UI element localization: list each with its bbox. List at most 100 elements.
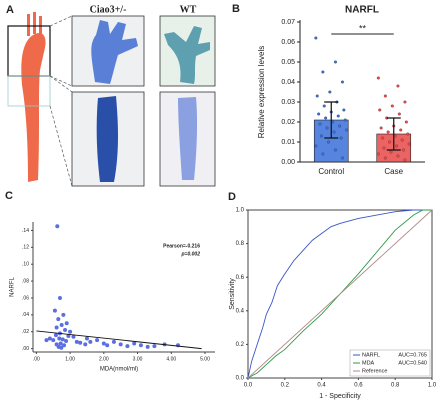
data-point (63, 328, 68, 333)
data-point (326, 140, 330, 144)
tissue-photos (71, 15, 216, 187)
data-point (314, 36, 318, 40)
data-point (64, 339, 69, 344)
y-tick-label: 0.4 (236, 308, 245, 314)
data-point (315, 94, 319, 98)
panel-label: B (232, 3, 240, 15)
data-point (314, 144, 318, 148)
x-tick-label: 0.0 (244, 383, 253, 389)
roc-curve (247, 209, 433, 379)
bar (313, 119, 349, 163)
annotation: p=0.002 (181, 251, 201, 257)
data-point (376, 76, 380, 80)
data-point (57, 336, 62, 341)
data-point (381, 136, 385, 140)
data-point (125, 344, 130, 349)
legend-auc: AUC=0.540 (398, 360, 427, 366)
significance-label: ** (359, 23, 367, 33)
y-tick-label: .14 (22, 228, 29, 234)
connector-lines (49, 15, 73, 187)
legend-box (349, 349, 431, 377)
data-point (342, 108, 346, 112)
data-point (52, 308, 57, 313)
data-point (105, 343, 110, 348)
data-point (60, 337, 65, 342)
data-point (382, 146, 386, 150)
y-tick-label: 0.04 (281, 79, 295, 86)
data-point (406, 132, 410, 136)
legend-label: NARFL (362, 352, 380, 358)
error-bar (386, 117, 401, 151)
data-point (396, 84, 400, 88)
legend-label: Reference (362, 368, 387, 374)
x-tick-label: 0.8 (391, 383, 400, 389)
data-point (88, 339, 93, 344)
x-tick-label: 5.00 (200, 356, 210, 362)
plot-frame (247, 209, 433, 379)
x-tick-label: 1.00 (65, 356, 75, 362)
y-tick-label: 0.00 (281, 159, 295, 166)
y-tick-label: .00 (22, 346, 29, 352)
data-point (340, 80, 344, 84)
y-tick-label: 0.03 (281, 99, 295, 106)
x-axis-label: 1 - Specificity (319, 393, 361, 400)
data-point (54, 325, 59, 330)
y-tick-label: 0.05 (281, 59, 295, 66)
data-point (319, 134, 323, 138)
x-tick-label: 2.00 (99, 356, 109, 362)
data-point (68, 329, 73, 334)
y-tick-label: .10 (22, 262, 29, 268)
roc-curve (247, 209, 432, 379)
y-tick-label: 0.8 (236, 241, 245, 247)
data-point (402, 148, 406, 152)
y-axis-label: Relative expression levels (257, 46, 266, 139)
data-point (321, 70, 325, 74)
panel-label: A (6, 4, 14, 16)
data-point (57, 295, 62, 300)
data-point (44, 338, 49, 343)
y-tick-label: 0.01 (281, 139, 295, 146)
data-point (325, 126, 329, 130)
photo-label: WT (180, 4, 197, 15)
data-point (338, 124, 342, 128)
x-tick-label: 4.00 (166, 356, 176, 362)
data-point (53, 333, 58, 338)
data-point (397, 112, 401, 116)
y-tick-label: 0.6 (236, 275, 245, 281)
data-point (383, 156, 387, 160)
data-point (64, 321, 69, 326)
panel-label: C (5, 190, 13, 202)
data-point (132, 341, 137, 346)
data-point (404, 120, 408, 124)
data-point (321, 152, 325, 156)
x-tick-label: 0.6 (354, 383, 363, 389)
data-point (378, 108, 382, 112)
y-tick-label: .12 (22, 245, 29, 251)
y-tick-label: 0.06 (281, 39, 295, 46)
y-tick-label: .08 (22, 278, 29, 284)
y-tick-label: 0.2 (236, 342, 245, 348)
data-point (47, 336, 52, 341)
data-point (101, 341, 106, 346)
panel-label: D (228, 191, 236, 203)
y-tick-label: 0.07 (281, 19, 295, 26)
data-point (332, 130, 336, 134)
x-tick-label: 0.4 (317, 383, 326, 389)
data-point (138, 343, 143, 348)
data-point (336, 114, 340, 118)
data-point (333, 60, 337, 64)
data-point (386, 130, 390, 134)
data-point (343, 118, 347, 122)
data-point (317, 112, 321, 116)
data-point (324, 116, 328, 120)
data-point (59, 345, 64, 350)
data-point (145, 344, 150, 349)
data-point (376, 152, 380, 156)
data-point (111, 339, 116, 344)
data-point (83, 342, 88, 347)
data-point (71, 334, 76, 339)
data-point (78, 340, 83, 345)
error-bar (324, 101, 339, 139)
x-axis-label: MDA(nmol/ml) (100, 367, 138, 373)
